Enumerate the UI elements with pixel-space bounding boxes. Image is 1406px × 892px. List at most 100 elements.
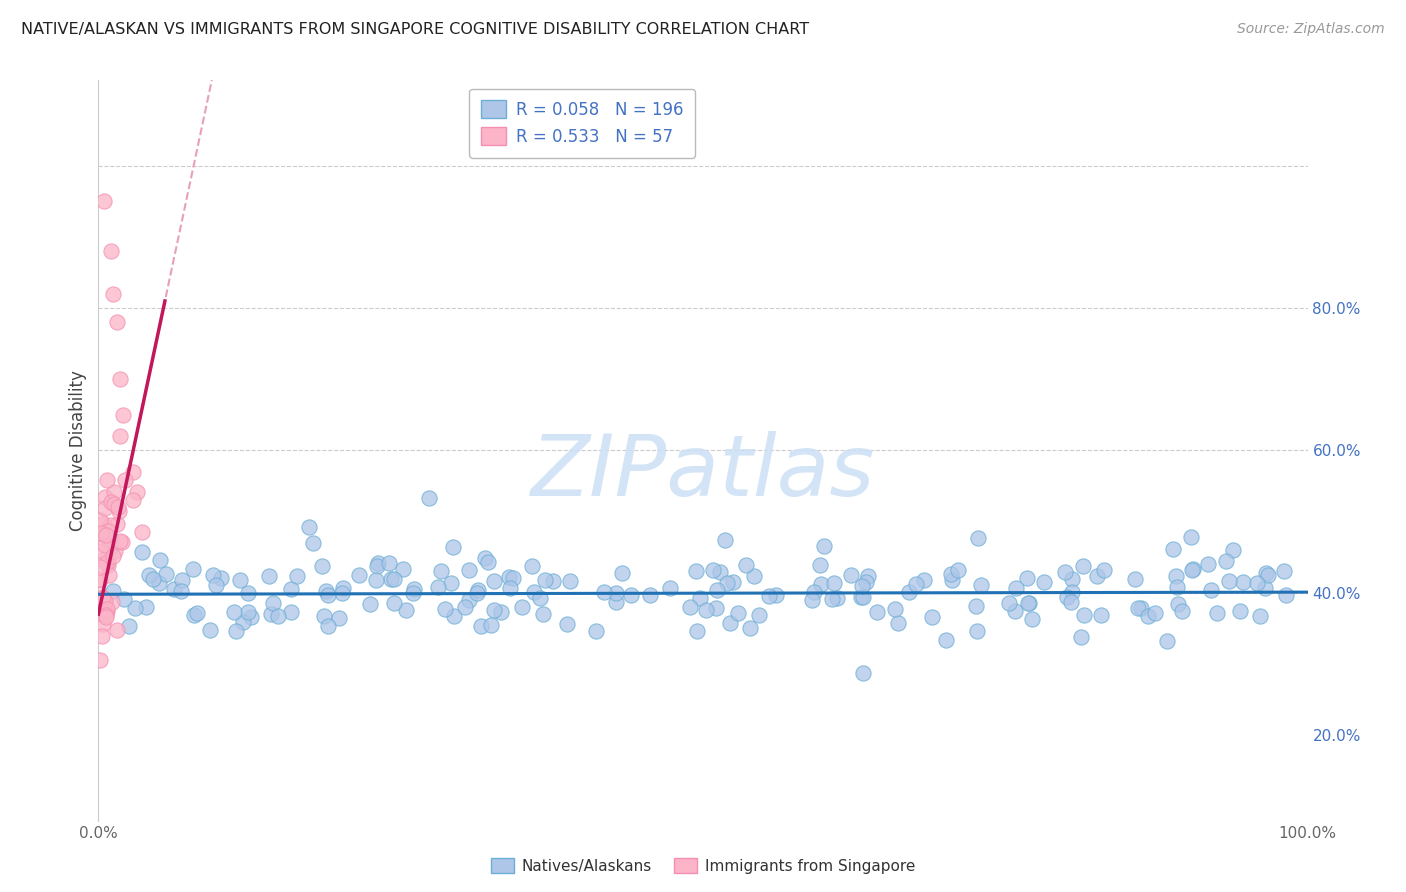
Point xyxy=(686,624,709,638)
Point xyxy=(378,556,401,570)
Point xyxy=(457,563,479,577)
Point xyxy=(222,605,245,619)
Point xyxy=(727,606,749,620)
Point xyxy=(105,315,128,329)
Point xyxy=(721,575,744,590)
Point xyxy=(1232,575,1254,590)
Point xyxy=(315,584,337,599)
Point xyxy=(440,576,463,591)
Point xyxy=(98,567,121,582)
Point xyxy=(104,544,127,558)
Point xyxy=(118,619,141,633)
Point xyxy=(1181,563,1204,577)
Point xyxy=(1164,569,1187,583)
Point xyxy=(89,513,111,527)
Point xyxy=(852,665,875,680)
Point xyxy=(347,568,370,582)
Point xyxy=(96,610,118,624)
Point xyxy=(108,372,131,386)
Point xyxy=(110,429,132,443)
Point xyxy=(453,599,475,614)
Point xyxy=(605,586,627,600)
Point xyxy=(89,593,111,607)
Point xyxy=(257,568,280,582)
Point xyxy=(1254,566,1277,581)
Point xyxy=(105,623,128,637)
Point xyxy=(382,573,405,587)
Point xyxy=(201,568,224,582)
Point xyxy=(610,566,633,580)
Point xyxy=(94,594,117,608)
Point xyxy=(267,609,290,624)
Point xyxy=(149,553,172,567)
Point xyxy=(941,573,963,587)
Point xyxy=(94,490,117,504)
Point xyxy=(477,555,499,569)
Point xyxy=(1126,601,1149,615)
Point xyxy=(1215,554,1237,568)
Point xyxy=(330,586,353,600)
Point xyxy=(395,603,418,617)
Point xyxy=(138,568,160,582)
Point xyxy=(821,591,844,606)
Point xyxy=(402,585,425,599)
Point xyxy=(359,598,381,612)
Point xyxy=(855,574,877,589)
Point xyxy=(1056,590,1078,604)
Point xyxy=(91,517,114,532)
Point xyxy=(935,633,957,648)
Point xyxy=(1222,543,1244,558)
Point xyxy=(620,588,643,602)
Point xyxy=(260,607,283,622)
Point xyxy=(702,563,724,577)
Point xyxy=(851,579,873,593)
Text: NATIVE/ALASKAN VS IMMIGRANTS FROM SINGAPORE COGNITIVE DISABILITY CORRELATION CHA: NATIVE/ALASKAN VS IMMIGRANTS FROM SINGAP… xyxy=(21,22,810,37)
Point xyxy=(640,588,662,602)
Point xyxy=(1156,633,1178,648)
Point xyxy=(502,571,524,585)
Point xyxy=(97,524,120,539)
Point xyxy=(839,568,862,582)
Point xyxy=(280,582,302,597)
Point xyxy=(1136,608,1159,623)
Point xyxy=(1092,563,1115,577)
Point xyxy=(163,582,186,596)
Point xyxy=(482,603,505,617)
Point xyxy=(101,549,124,563)
Point xyxy=(851,590,873,604)
Point xyxy=(367,556,389,570)
Point xyxy=(1062,572,1084,586)
Point xyxy=(239,609,262,624)
Point xyxy=(1130,601,1153,615)
Point xyxy=(810,576,832,591)
Point xyxy=(101,584,124,599)
Point xyxy=(96,473,118,487)
Point xyxy=(499,581,522,595)
Point xyxy=(718,615,741,630)
Point xyxy=(183,608,205,623)
Point xyxy=(94,538,117,552)
Point xyxy=(522,585,544,599)
Point xyxy=(366,558,388,573)
Point xyxy=(458,592,481,607)
Point xyxy=(1073,608,1095,623)
Point xyxy=(765,588,787,602)
Point xyxy=(498,570,520,584)
Point xyxy=(1060,594,1083,608)
Point xyxy=(533,573,555,587)
Point xyxy=(531,607,554,621)
Point xyxy=(1206,606,1229,620)
Point xyxy=(229,573,252,587)
Point xyxy=(856,569,879,583)
Point xyxy=(1090,607,1112,622)
Point xyxy=(392,562,415,576)
Point xyxy=(714,533,737,547)
Point xyxy=(89,560,111,574)
Point xyxy=(200,623,222,637)
Text: Source: ZipAtlas.com: Source: ZipAtlas.com xyxy=(1237,22,1385,37)
Point xyxy=(96,604,118,618)
Legend: R = 0.058   N = 196, R = 0.533   N = 57: R = 0.058 N = 196, R = 0.533 N = 57 xyxy=(470,88,695,158)
Point xyxy=(474,551,496,566)
Point xyxy=(1018,596,1040,610)
Point xyxy=(121,493,143,508)
